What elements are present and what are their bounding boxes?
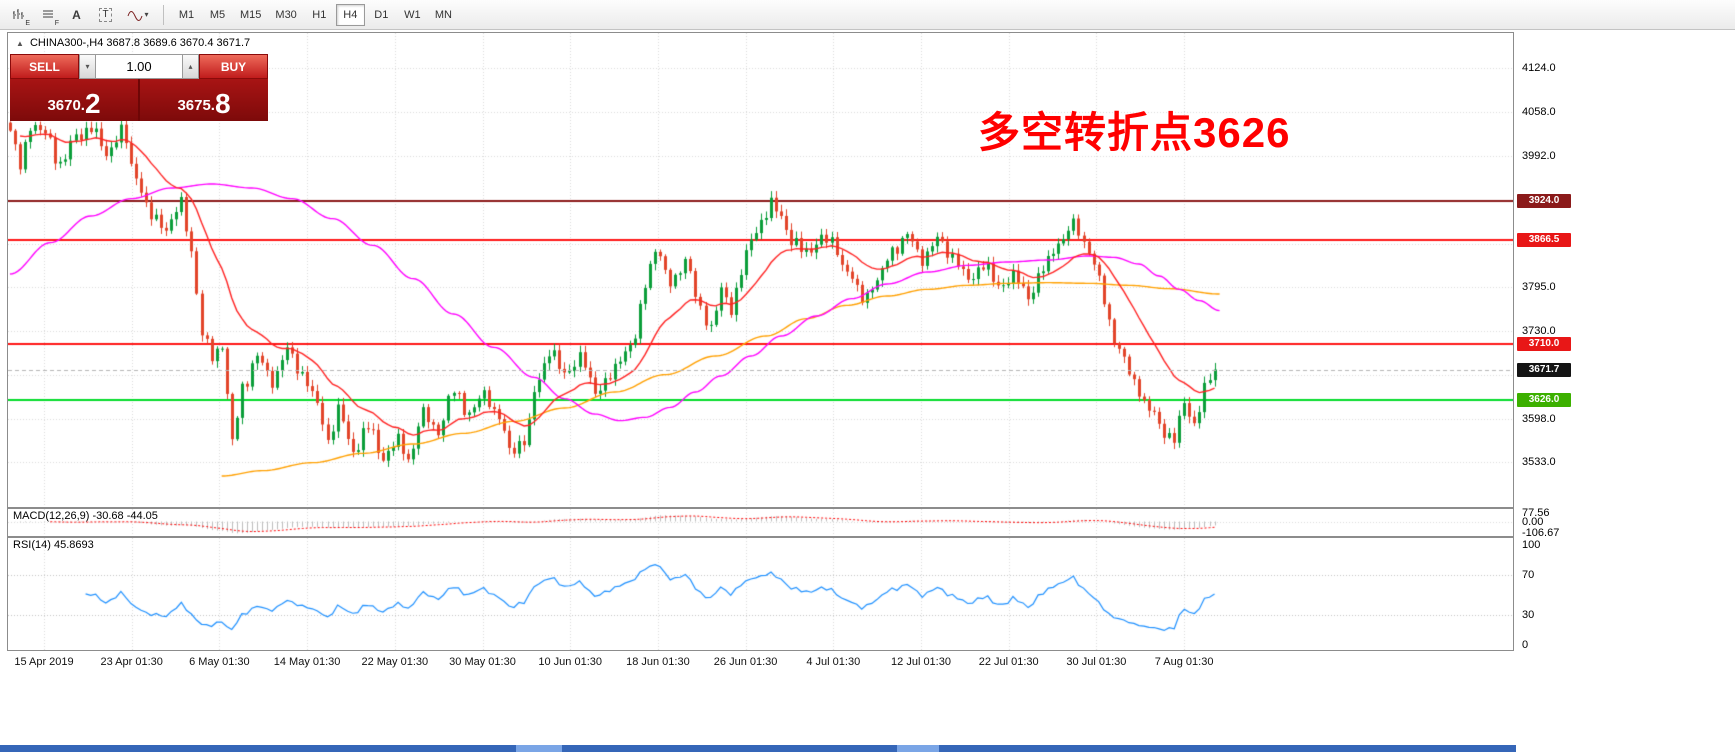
chart-ohlc-values: 3687.8 3689.6 3670.4 3671.7: [106, 37, 251, 49]
buy-button[interactable]: BUY: [199, 54, 268, 79]
taskbar-strip: [0, 745, 1516, 752]
date-axis-label: 30 Jul 01:30: [1066, 656, 1127, 668]
macd-axis-tick: 0.00: [1522, 516, 1544, 528]
price-chart-panel: ▲ CHINA300-,H4 3687.8 3689.6 3670.4 3671…: [7, 32, 1514, 508]
price-level-tag: 3671.7: [1517, 363, 1571, 377]
date-axis-label: 18 Jun 01:30: [626, 656, 690, 668]
taskbar-button[interactable]: [516, 745, 562, 752]
macd-panel: MACD(12,26,9) -30.68 -44.05: [7, 508, 1514, 537]
toolbar-separator: [163, 4, 164, 25]
sell-price-main: 3670.: [47, 97, 85, 114]
chart-marker-icon: ▲: [16, 39, 24, 48]
macd-canvas[interactable]: [8, 509, 1513, 536]
price-axis-tick: 4058.0: [1522, 106, 1556, 118]
sell-price-display[interactable]: 3670. 2: [10, 79, 138, 121]
date-axis-label: 10 Jun 01:30: [538, 656, 602, 668]
date-axis-label: 6 May 01:30: [189, 656, 250, 668]
price-level-tag: 3866.5: [1517, 233, 1571, 247]
buy-price-main: 3675.: [177, 97, 215, 114]
timeframe-m30-button[interactable]: M30: [269, 4, 302, 26]
price-axis-tick: 3730.0: [1522, 325, 1556, 337]
timeframe-m1-button[interactable]: M1: [172, 4, 201, 26]
top-toolbar: E F A T ▾ M1 M5 M15 M30 H1 H4 D1 W1 MN: [0, 0, 1735, 30]
rsi-axis-tick: 30: [1522, 609, 1535, 621]
date-axis-label: 14 May 01:30: [273, 656, 341, 668]
rsi-axis-tick: 70: [1522, 569, 1535, 581]
timeframe-d1-button[interactable]: D1: [367, 4, 396, 26]
taskbar-button[interactable]: [897, 745, 939, 752]
timeframe-h4-button[interactable]: H4: [335, 3, 365, 26]
date-axis-label: 4 Jul 01:30: [806, 656, 861, 668]
text-label-icon[interactable]: T: [92, 3, 119, 27]
price-axis-tick: 4124.0: [1522, 62, 1556, 74]
rsi-canvas[interactable]: [8, 538, 1513, 650]
sell-price-big-digit: 2: [84, 88, 101, 119]
timeframe-m5-button[interactable]: M5: [203, 4, 232, 26]
time-axis: 15 Apr 2019 23 Apr 01:30 6 May 01:30 14 May…: [0, 652, 1516, 672]
date-axis-label: 12 Jul 01:30: [891, 656, 951, 668]
macd-axis-tick: 77.56: [1522, 507, 1550, 519]
price-level-tag: 3924.0: [1517, 194, 1571, 208]
volume-decrease-button[interactable]: ▾: [79, 54, 96, 79]
rsi-axis-tick: 0: [1522, 639, 1529, 651]
rsi-label: RSI(14) 45.8693: [13, 539, 94, 551]
icon-sub-e: E: [25, 19, 30, 27]
chart-text-annotation: 多空转折点3626: [978, 109, 1291, 156]
timeframe-w1-button[interactable]: W1: [398, 4, 427, 26]
date-axis-label: 22 Jul 01:30: [978, 656, 1039, 668]
chart-symbol-period: CHINA300-,H4: [29, 37, 104, 49]
price-axis-tick: 3992.0: [1522, 150, 1556, 162]
macd-axis-tick: -106.67: [1522, 527, 1560, 539]
timeframe-m15-button[interactable]: M15: [234, 4, 267, 26]
price-axis: 4124.0 4058.0 3992.0 3795.0 3730.0 3598.0 3533…: [1516, 0, 1580, 752]
timeframe-h1-button[interactable]: H1: [305, 4, 334, 26]
text-annotation-icon[interactable]: A: [63, 3, 90, 27]
chevron-down-icon: ▾: [144, 10, 149, 19]
price-axis-tick: 3533.0: [1522, 456, 1556, 468]
rsi-axis-tick: 100: [1522, 539, 1541, 551]
price-axis-tick: 3795.0: [1522, 281, 1556, 293]
macd-label: MACD(12,26,9) -30.68 -44.05: [13, 510, 158, 522]
icon-sub-f: F: [54, 19, 59, 27]
indicator-list-icon[interactable]: F: [34, 3, 61, 27]
date-axis-label: 23 Apr 01:30: [100, 656, 163, 668]
chart-quote-line: ▲ CHINA300-,H4 3687.8 3689.6 3670.4 3671…: [16, 37, 250, 49]
cycle-lines-icon[interactable]: ▾: [121, 3, 155, 27]
date-axis-label: 7 Aug 01:30: [1154, 656, 1214, 668]
date-axis-label: 26 Jun 01:30: [713, 656, 778, 668]
date-axis-label: 22 May 01:30: [361, 656, 429, 668]
date-axis-label: 15 Apr 2019: [14, 656, 74, 668]
price-axis-tick: 3598.0: [1522, 413, 1556, 425]
rsi-panel: RSI(14) 45.8693: [7, 537, 1514, 651]
ohlc-bars-icon[interactable]: E: [5, 3, 32, 27]
one-click-trading-widget: SELL ▾ ▴ BUY 3670. 2 3675. 8: [10, 54, 268, 121]
buy-price-display[interactable]: 3675. 8: [140, 79, 268, 121]
timeframe-mn-button[interactable]: MN: [429, 4, 458, 26]
price-level-tag: 3710.0: [1517, 337, 1571, 351]
buy-price-big-digit: 8: [214, 88, 231, 119]
price-level-tag: 3626.0: [1517, 393, 1571, 407]
volume-input[interactable]: [96, 54, 182, 79]
date-axis-label: 30 May 01:30: [449, 656, 516, 668]
sell-button[interactable]: SELL: [10, 54, 79, 79]
volume-increase-button[interactable]: ▴: [182, 54, 199, 79]
